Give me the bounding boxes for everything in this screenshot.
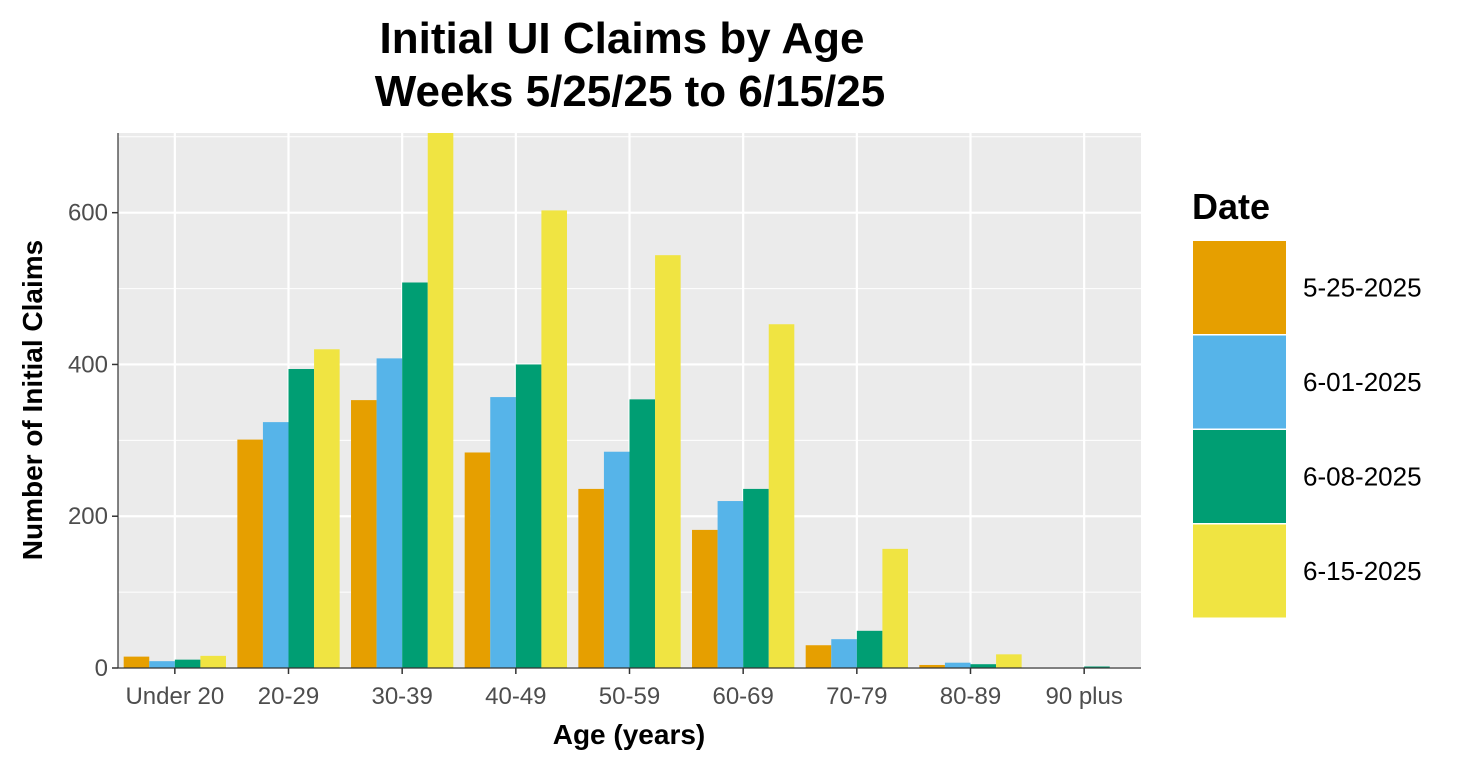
legend-label: 6-01-2025 <box>1303 367 1422 397</box>
bar <box>944 662 971 668</box>
bar <box>831 639 857 668</box>
bar <box>314 349 340 668</box>
bar <box>805 645 832 668</box>
bar <box>288 369 315 668</box>
x-tick-label: 20-29 <box>258 683 319 710</box>
x-tick-label: 60-69 <box>712 683 773 710</box>
bar <box>882 548 908 668</box>
bar <box>427 133 454 668</box>
bar <box>768 324 795 668</box>
legend-swatch <box>1193 524 1286 618</box>
bar <box>1084 666 1110 668</box>
chart-title-line-2: Weeks 5/25/25 to 6/15/25 <box>375 67 885 116</box>
bar <box>376 358 403 668</box>
bar <box>655 255 681 668</box>
bar <box>149 661 175 668</box>
bar <box>490 397 516 668</box>
bar <box>262 422 289 668</box>
bar <box>123 656 150 668</box>
bar <box>996 654 1022 668</box>
bar <box>743 488 769 668</box>
x-axis-title: Age (years) <box>553 719 706 750</box>
bar <box>237 439 263 668</box>
y-tick-label: 400 <box>68 351 108 378</box>
legend-label: 5-25-2025 <box>1303 273 1422 303</box>
x-tick-label: 30-39 <box>371 683 432 710</box>
bar <box>970 664 997 668</box>
legend: Date 5-25-2025 6-01-2025 6-08-2025 6-15-202… <box>1192 186 1422 618</box>
legend-label: 6-08-2025 <box>1303 462 1422 492</box>
bar <box>692 529 718 668</box>
bar <box>200 655 226 668</box>
x-tick-label: Under 20 <box>125 683 224 710</box>
legend-title: Date <box>1192 186 1270 227</box>
axes <box>112 133 1141 674</box>
x-tick-label: 40-49 <box>485 683 546 710</box>
bar <box>402 282 428 668</box>
bar <box>541 210 567 669</box>
bar <box>515 364 542 668</box>
bar <box>629 399 656 668</box>
y-tick-label: 200 <box>68 503 108 530</box>
x-tick-label: 90 plus <box>1045 683 1122 710</box>
x-tick-label: 50-59 <box>599 683 660 710</box>
bar <box>351 400 377 668</box>
legend-label: 6-15-2025 <box>1303 556 1422 586</box>
chart-title-line-1: Initial UI Claims by Age <box>380 14 865 63</box>
bar <box>603 451 630 668</box>
x-tick-label: 70-79 <box>826 683 887 710</box>
x-tick-labels: Under 20 20-29 30-39 40-49 50-59 60-69 70-79 80… <box>125 683 1122 710</box>
bar <box>856 630 883 668</box>
bar <box>578 488 604 668</box>
legend-swatch <box>1193 241 1286 334</box>
bar <box>174 659 201 668</box>
y-axis-title: Number of Initial Claims <box>17 240 48 561</box>
legend-swatch <box>1193 430 1286 523</box>
y-tick-labels: 0 200 400 600 <box>68 200 108 682</box>
x-tick-label: 80-89 <box>940 683 1001 710</box>
y-tick-label: 0 <box>95 655 108 682</box>
bar <box>717 501 744 668</box>
y-tick-label: 600 <box>68 200 108 227</box>
bar <box>919 664 945 668</box>
legend-swatch <box>1193 335 1286 429</box>
bars <box>123 133 1110 669</box>
bar <box>464 452 491 668</box>
